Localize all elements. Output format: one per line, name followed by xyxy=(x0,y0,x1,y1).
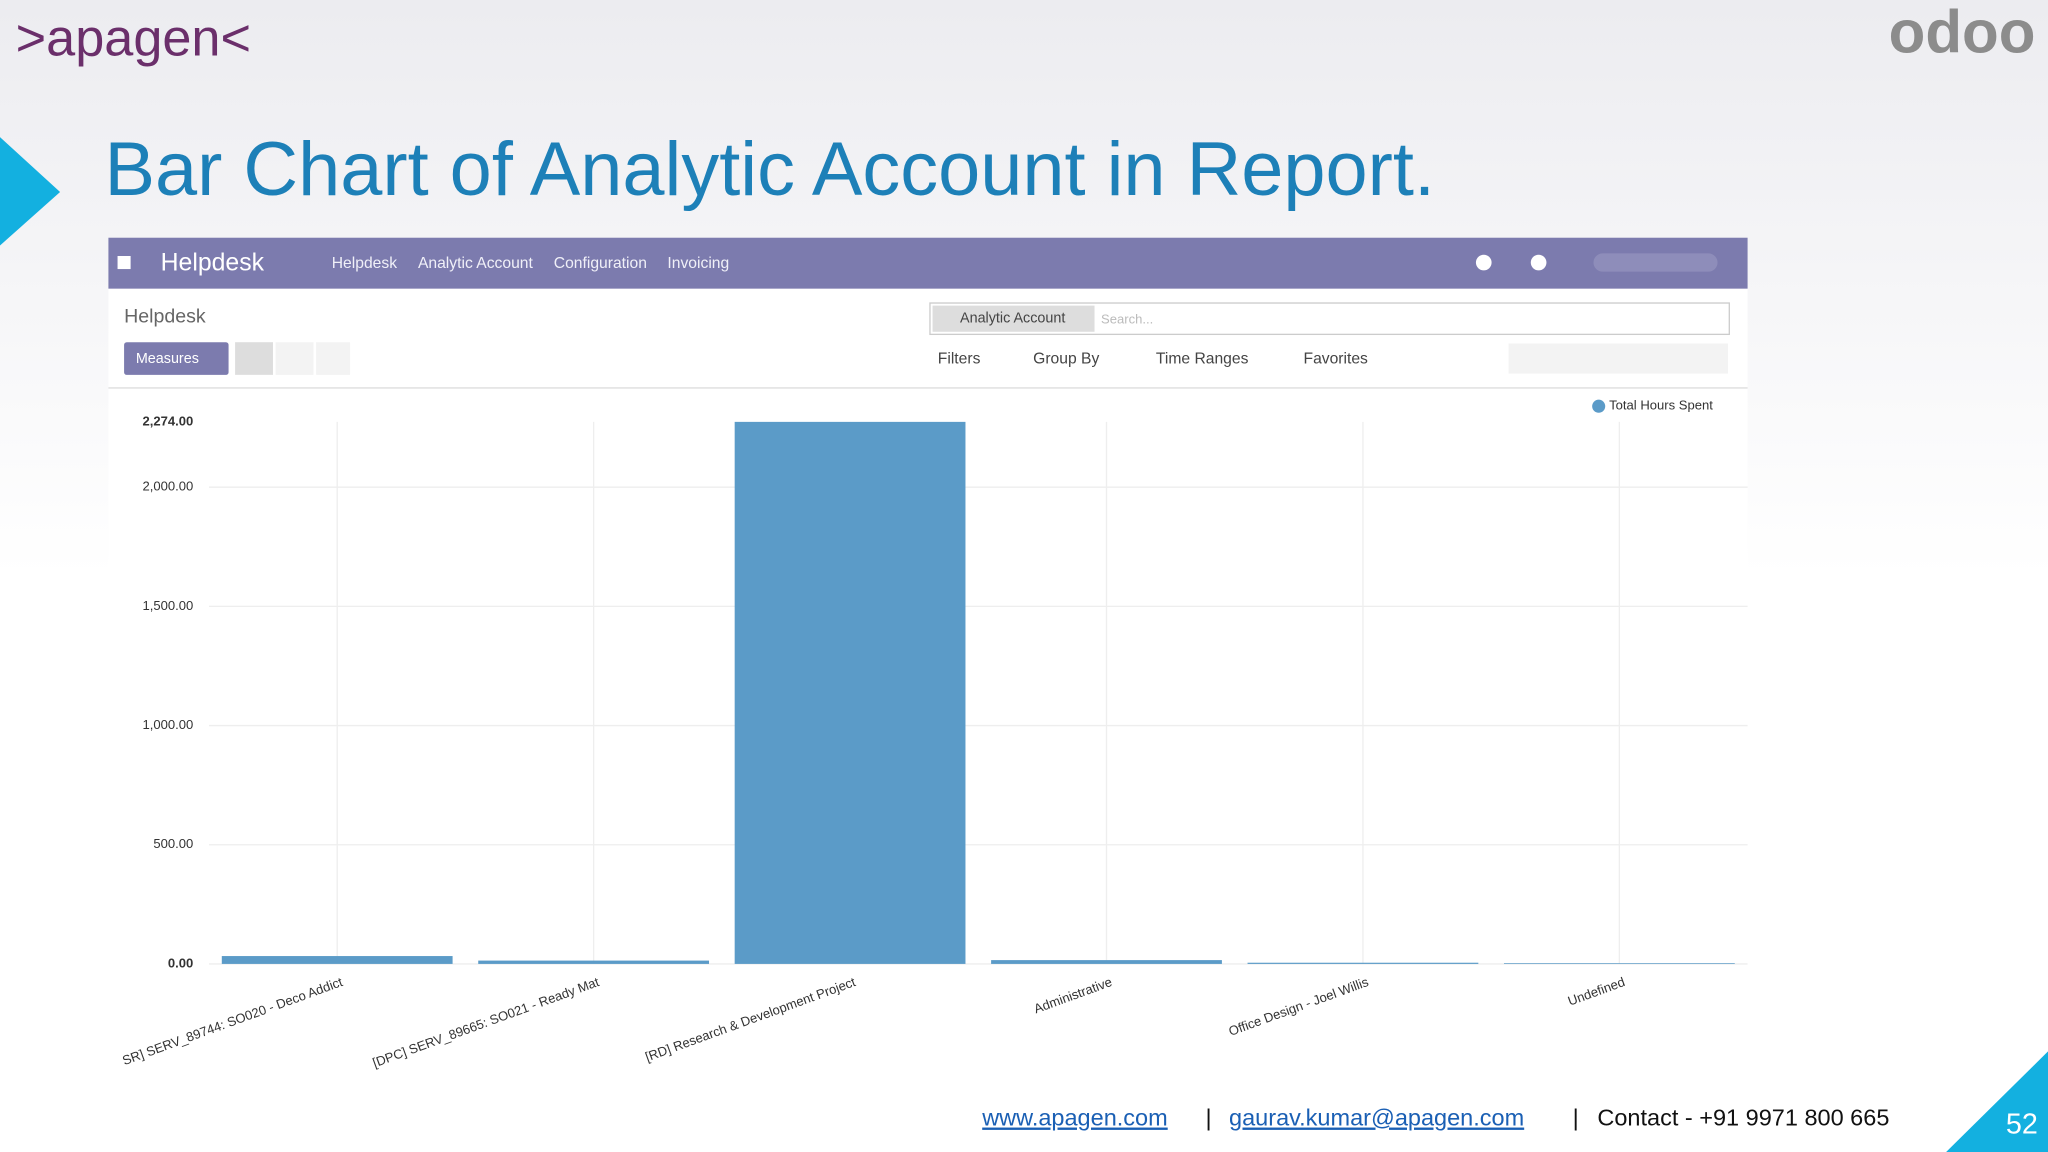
activity-icon[interactable] xyxy=(1475,254,1492,271)
bar xyxy=(1247,962,1479,964)
website-link[interactable]: www.apagen.com xyxy=(981,1105,1168,1131)
breadcrumb: Helpdesk xyxy=(124,306,206,328)
bar xyxy=(478,960,710,964)
measures-button[interactable] xyxy=(124,342,229,375)
separator: | xyxy=(1573,1105,1579,1131)
favorites-button[interactable]: Favorites xyxy=(1304,350,1369,367)
corner-decoration xyxy=(1946,1051,2048,1152)
bar xyxy=(991,960,1222,964)
measures-label: Measures xyxy=(136,351,199,367)
time-ranges-button[interactable]: Time Ranges xyxy=(1156,350,1249,367)
app-name[interactable]: Helpdesk xyxy=(161,249,265,276)
facet-label: Analytic Account xyxy=(960,310,1065,326)
separator: | xyxy=(1206,1105,1212,1131)
search-placeholder: Search... xyxy=(1101,311,1153,326)
facet[interactable] xyxy=(932,305,1095,332)
legend-marker xyxy=(1592,399,1606,413)
slide-title: Bar Chart of Analytic Account in Report. xyxy=(104,127,1435,212)
y-tick-label: 1,500.00 xyxy=(143,598,194,613)
y-tick-label: 2,000.00 xyxy=(143,479,194,494)
group-by-button[interactable]: Group By xyxy=(1033,350,1099,367)
bar xyxy=(734,421,966,964)
email-link[interactable]: gaurav.kumar@apagen.com xyxy=(1229,1105,1524,1131)
logo: >apagen< xyxy=(16,10,251,68)
arrow-decoration xyxy=(0,137,61,246)
apps-icon[interactable] xyxy=(117,256,131,270)
pie-view-button[interactable] xyxy=(316,342,351,375)
menu-item[interactable]: Invoicing xyxy=(667,255,729,272)
bar xyxy=(221,956,453,964)
menu-item[interactable]: Helpdesk xyxy=(332,255,397,272)
contact: Contact - +91 9971 800 665 xyxy=(1597,1105,1889,1131)
bar-view-button[interactable] xyxy=(235,342,273,375)
filters-button[interactable]: Filters xyxy=(938,350,981,367)
menu-item[interactable]: Analytic Account xyxy=(418,255,534,272)
navbar xyxy=(108,237,1748,289)
brand: odoo xyxy=(1889,0,2036,65)
y-tick-label: 0.00 xyxy=(168,955,193,970)
page-number: 52 xyxy=(2006,1108,2038,1140)
y-tick-label: 1,000.00 xyxy=(143,717,194,732)
y-tick-label: 500.00 xyxy=(153,836,193,851)
bar xyxy=(1503,963,1735,964)
menu-item[interactable]: Configuration xyxy=(554,255,647,272)
chat-icon[interactable] xyxy=(1530,254,1547,271)
y-tick-label: 2,274.00 xyxy=(143,413,194,428)
view-switcher[interactable] xyxy=(1508,343,1728,374)
legend-label: Total Hours Spent xyxy=(1609,398,1713,413)
line-view-button[interactable] xyxy=(275,342,314,375)
user-menu[interactable] xyxy=(1593,253,1718,272)
